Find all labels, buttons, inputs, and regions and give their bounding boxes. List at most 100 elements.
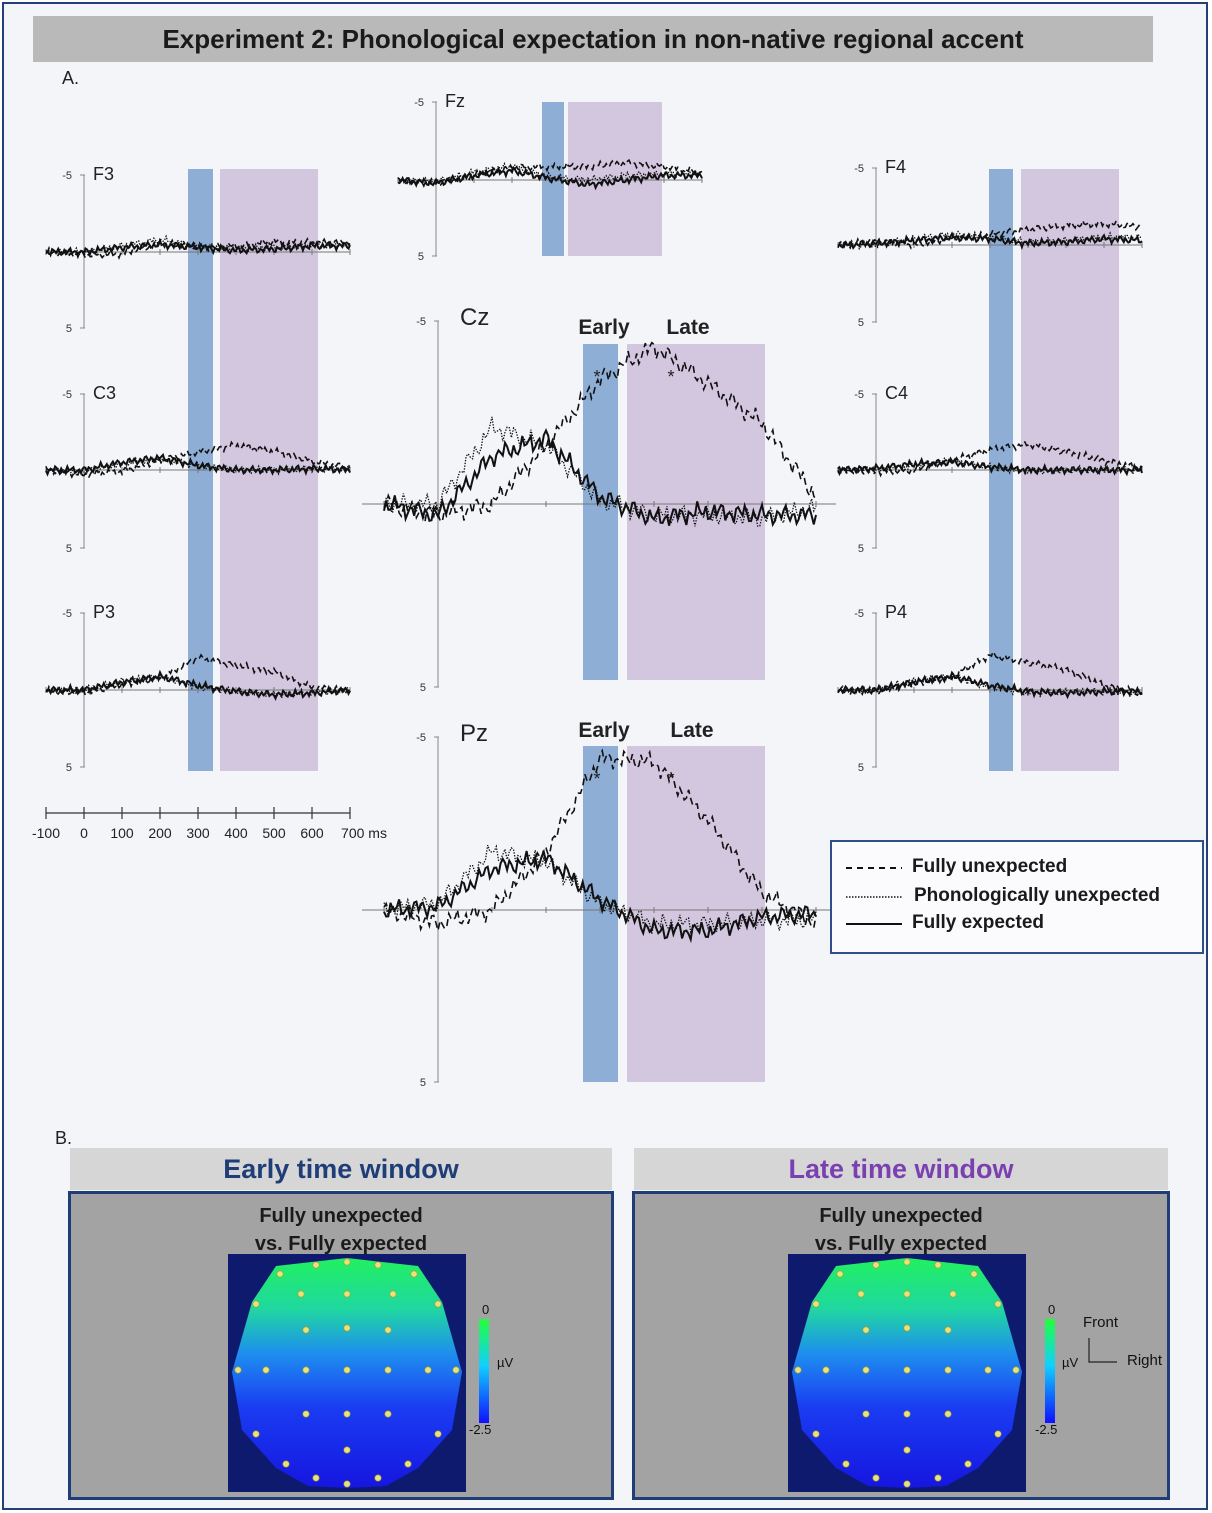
colorbar xyxy=(1045,1319,1055,1423)
y-tick-label-max: 5 xyxy=(858,543,864,555)
panel-b-label: B. xyxy=(55,1128,73,1148)
electrode-dot xyxy=(934,1261,942,1269)
electrode-label: P3 xyxy=(93,602,115,622)
electrode-dot xyxy=(994,1430,1002,1438)
orientation-right-label: Right xyxy=(1127,1352,1163,1369)
time-scale-tick-label: 300 xyxy=(186,825,210,841)
erp-waveform-plots: -5 5 F3 -5 5 Fz -5 5 F4 -5 5 C3 -5 5 Cz Early Late * * -5 5 C… xyxy=(32,91,1143,1089)
electrode-dot xyxy=(343,1446,351,1454)
y-tick-label-min: -5 xyxy=(416,316,426,328)
waveform-phon xyxy=(383,416,817,527)
electrode-dot xyxy=(312,1261,320,1269)
electrode-dot xyxy=(434,1300,442,1308)
waveform-phon xyxy=(837,230,1142,251)
scalp-head-image xyxy=(232,1258,462,1488)
scalp-head-image xyxy=(792,1258,1022,1488)
waveform-expected xyxy=(383,848,817,944)
electrode-label: Cz xyxy=(460,304,489,331)
electrode-dot xyxy=(872,1474,880,1482)
significance-marker: * xyxy=(667,367,674,387)
legend-label: Phonologically unexpected xyxy=(914,885,1160,906)
electrode-dot xyxy=(343,1410,351,1418)
y-tick-label-min: -5 xyxy=(414,97,424,109)
waveform-expected xyxy=(46,238,351,260)
waveform-expected xyxy=(383,428,817,528)
late-topomap-panel: Fully unexpected vs. Fully expected 0 µV… xyxy=(632,1191,1170,1500)
electrode-dot xyxy=(297,1290,305,1298)
late-topomap-caption: Fully unexpected vs. Fully expected xyxy=(635,1202,1167,1258)
electrode-dot xyxy=(343,1480,351,1488)
time-scale-tick-label: -100 xyxy=(32,825,60,841)
early-scalp-map xyxy=(228,1254,466,1492)
legend: Fully unexpected Phonologically unexpect… xyxy=(830,840,1204,954)
y-tick-label-min: -5 xyxy=(62,389,72,401)
legend-dashed-line-icon xyxy=(846,867,902,869)
early-topomap-caption: Fully unexpected vs. Fully expected xyxy=(71,1202,611,1258)
electrode-dot xyxy=(970,1270,978,1278)
electrode-dot xyxy=(343,1290,351,1298)
electrode-dot xyxy=(374,1261,382,1269)
electrode-dot xyxy=(949,1290,957,1298)
electrode-label: P4 xyxy=(885,602,907,622)
electrode-dot xyxy=(862,1366,870,1374)
electrode-dot xyxy=(944,1410,952,1418)
waveform-expected xyxy=(837,670,1143,700)
caption-line-1: Fully unexpected xyxy=(819,1205,983,1227)
y-tick-label-max: 5 xyxy=(420,682,426,694)
legend-label: Fully unexpected xyxy=(912,856,1068,877)
electrode-dot xyxy=(282,1460,290,1468)
electrode-dot xyxy=(343,1366,351,1374)
electrode-label: C4 xyxy=(885,383,908,403)
colorbar-max-label: 0 xyxy=(1048,1302,1056,1317)
waveform-phon xyxy=(383,844,817,935)
electrode-dot xyxy=(934,1474,942,1482)
electrode-label: F4 xyxy=(885,157,906,177)
electrode-dot xyxy=(903,1290,911,1298)
electrode-dot xyxy=(1012,1366,1020,1374)
electrode-dot xyxy=(944,1326,952,1334)
electrode-dot xyxy=(903,1410,911,1418)
significance-marker: * xyxy=(593,769,600,789)
y-tick-label-max: 5 xyxy=(66,762,72,774)
y-tick-label-max: 5 xyxy=(858,317,864,329)
late-window-header: Late time window xyxy=(634,1148,1168,1190)
waveform-expected xyxy=(45,453,351,477)
y-tick-label-min: -5 xyxy=(854,163,864,175)
waveform-expected xyxy=(45,669,351,702)
time-scale-tick-label: 0 xyxy=(80,825,88,841)
late-scalp-map xyxy=(788,1254,1026,1492)
early-window-band xyxy=(583,344,618,680)
y-tick-label-max: 5 xyxy=(858,762,864,774)
waveform-unexpected xyxy=(837,440,1143,478)
colorbar-min-label: -2.5 xyxy=(469,1422,492,1437)
electrode-dot xyxy=(312,1474,320,1482)
y-tick-label-min: -5 xyxy=(854,389,864,401)
significance-marker: * xyxy=(667,769,674,789)
orientation-front-label: Front xyxy=(1083,1314,1119,1331)
electrode-dot xyxy=(302,1326,310,1334)
electrode-dot xyxy=(252,1430,260,1438)
waveform-unexpected xyxy=(397,158,703,188)
electrode-dot xyxy=(410,1270,418,1278)
electrode-dot xyxy=(903,1480,911,1488)
colorbar-unit-label: µV xyxy=(497,1355,514,1370)
electrode-dot xyxy=(452,1366,460,1374)
electrode-dot xyxy=(903,1446,911,1454)
waveform-expected xyxy=(837,456,1143,477)
electrode-dot xyxy=(343,1258,351,1266)
electrode-dot xyxy=(404,1460,412,1468)
electrode-label: Fz xyxy=(445,91,465,111)
electrode-label: F3 xyxy=(93,164,114,184)
legend-label: Fully expected xyxy=(912,912,1044,933)
electrode-dot xyxy=(389,1290,397,1298)
late-window-label: Late xyxy=(670,719,713,742)
electrode-dot xyxy=(343,1324,351,1332)
waveform-unexpected xyxy=(837,218,1143,250)
electrode-dot xyxy=(836,1270,844,1278)
electrode-dot xyxy=(234,1366,242,1374)
electrode-label: C3 xyxy=(93,383,116,403)
colorbar-unit-label: µV xyxy=(1062,1355,1079,1370)
late-window-band xyxy=(627,746,765,1082)
waveform-phon xyxy=(397,161,703,186)
legend-item-fully-unexpected: Fully unexpected xyxy=(832,856,1202,880)
